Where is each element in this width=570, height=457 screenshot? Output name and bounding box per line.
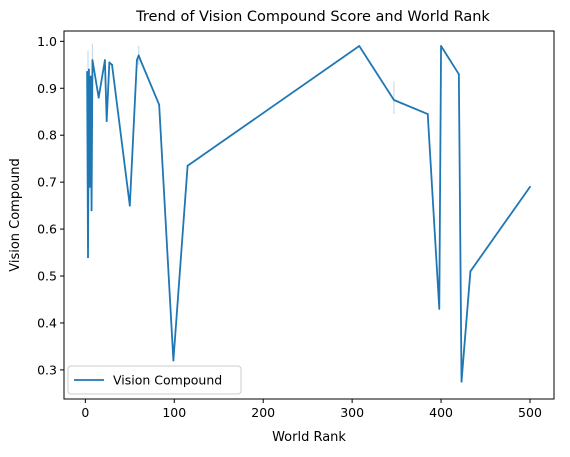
data-point xyxy=(186,164,189,167)
data-point xyxy=(358,45,361,47)
data-point xyxy=(139,59,142,62)
data-point xyxy=(88,68,90,71)
x-tick-label: 200 xyxy=(251,405,275,420)
data-point xyxy=(529,185,531,188)
data-point xyxy=(469,270,472,273)
legend-label: Vision Compound xyxy=(113,373,222,388)
x-tick-label: 100 xyxy=(162,405,186,420)
x-axis: 0 100 200 300 400 500 xyxy=(81,399,542,420)
data-point xyxy=(105,120,108,123)
x-tick-label: 300 xyxy=(340,405,364,420)
data-point xyxy=(438,307,441,310)
x-tick-label: 0 xyxy=(81,405,89,420)
data-point xyxy=(457,73,460,76)
data-point xyxy=(137,54,140,57)
data-point xyxy=(111,63,113,66)
data-point xyxy=(90,209,93,212)
series-line xyxy=(86,45,531,383)
data-point xyxy=(426,113,429,115)
data-point xyxy=(87,256,89,259)
y-tick-label: 0.7 xyxy=(37,175,57,190)
legend-box xyxy=(67,365,242,395)
data-point xyxy=(88,185,91,188)
x-axis-label: World Rank xyxy=(272,430,346,445)
y-tick-label: 0.5 xyxy=(37,269,57,284)
x-tick-label: 400 xyxy=(429,405,453,420)
y-axis-label: Vision Compound xyxy=(8,158,23,272)
x-tick-label: 500 xyxy=(518,405,542,420)
data-point xyxy=(136,59,138,62)
plot-area xyxy=(86,43,531,383)
data-point xyxy=(172,359,175,362)
data-point xyxy=(86,70,89,73)
data-point xyxy=(97,96,100,99)
data-point xyxy=(108,61,111,64)
y-tick-label: 0.9 xyxy=(37,81,57,96)
data-point xyxy=(128,204,131,207)
data-point xyxy=(91,59,94,62)
y-tick-label: 0.8 xyxy=(37,128,57,143)
data-point xyxy=(460,380,463,383)
y-tick-label: 0.3 xyxy=(37,362,57,377)
data-point xyxy=(440,45,442,47)
y-tick-label: 0.6 xyxy=(37,222,57,237)
data-point xyxy=(89,75,92,78)
y-tick-label: 1.0 xyxy=(37,34,57,49)
data-point xyxy=(158,103,161,106)
plot-frame xyxy=(63,30,555,400)
data-point xyxy=(393,99,395,101)
y-axis: 0.3 0.4 0.5 0.6 0.7 0.8 0.9 1.0 xyxy=(37,34,64,377)
legend: Vision Compound xyxy=(67,365,242,395)
data-point xyxy=(104,59,106,62)
y-tick-label: 0.4 xyxy=(37,315,57,330)
chart-title: Trend of Vision Compound Score and World… xyxy=(135,9,490,25)
